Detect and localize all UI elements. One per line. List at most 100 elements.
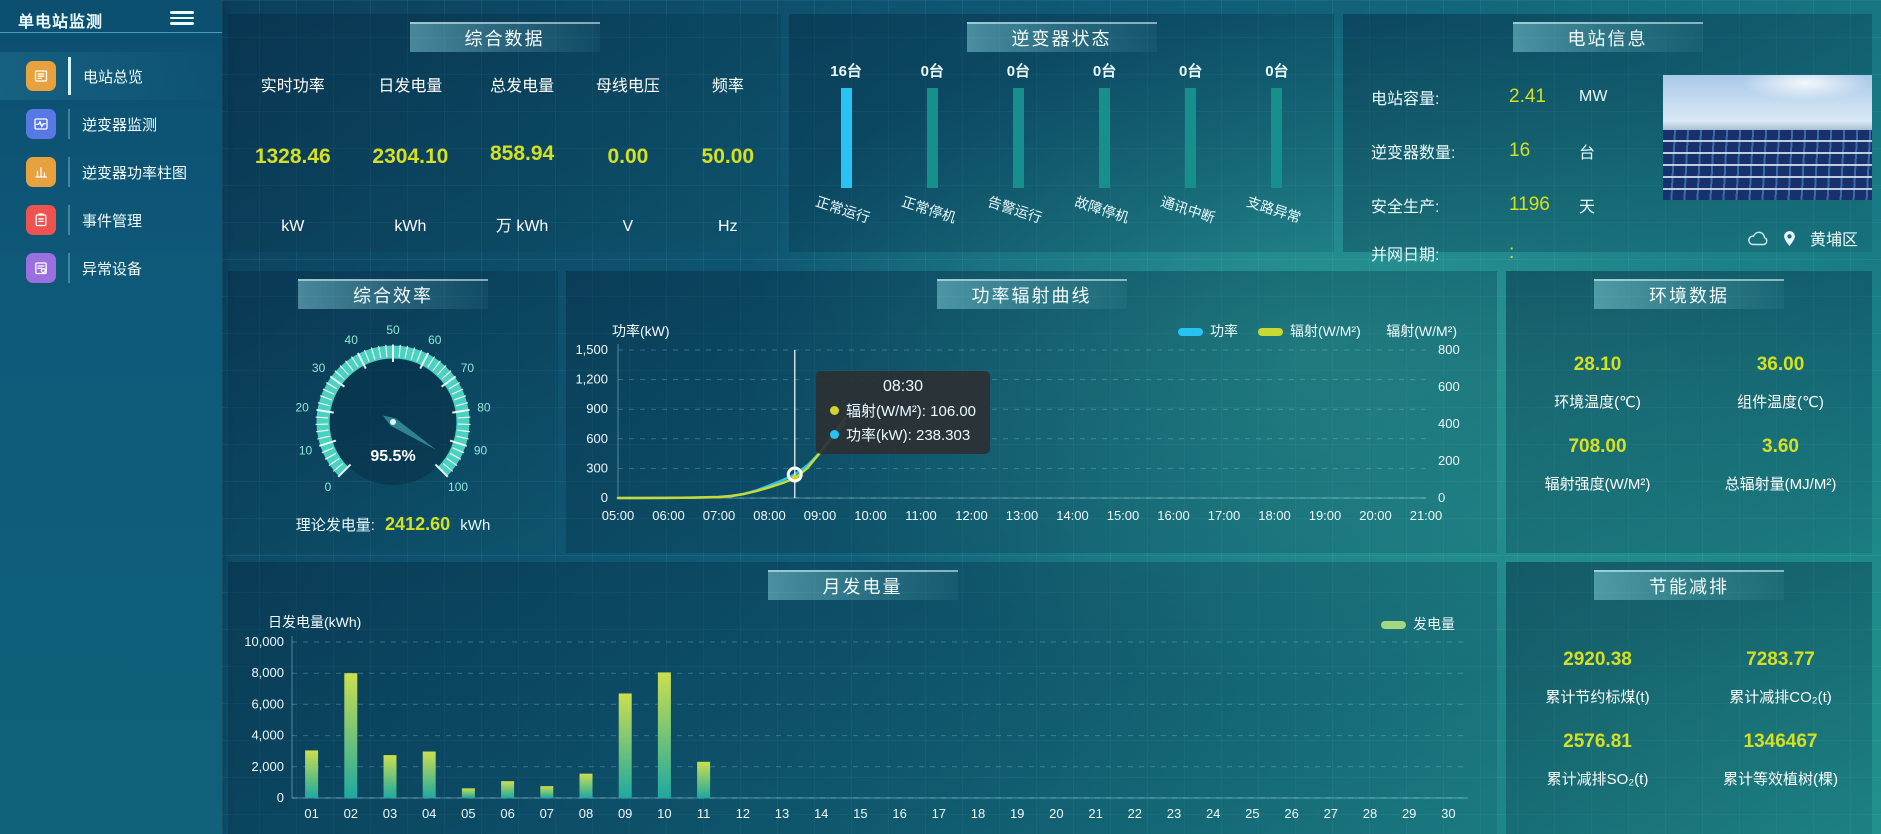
series-功率 (616, 421, 847, 500)
axis-tick-label: 08:00 (753, 508, 786, 523)
metric-unit: 万 kWh (495, 218, 549, 235)
station-info-rows: 电站容量: 2.41 MW 逆变器数量: 16 台安全生产: 1196 天并网日期: : (1371, 70, 1671, 274)
legend-swatch (1258, 328, 1283, 337)
inverter-status-column: 16台 正常运行 (814, 60, 874, 248)
axis-tick-label: 21 (1088, 806, 1102, 821)
axis-tick-label: 06 (500, 806, 514, 821)
sidebar-header: 单电站监测 (0, 0, 222, 33)
legend-swatch (1178, 328, 1203, 337)
summary-metric: 实时功率 1328.46 kW (255, 72, 331, 236)
axis-tick-label: 18:00 (1258, 508, 1291, 523)
sidebar-item-label: 电站总览 (83, 68, 144, 86)
power-radiation-chart[interactable]: 1,500 1,200 900 600 300 0 800 600 400 200 0 05:00 06… (566, 271, 1497, 553)
bar-day-04[interactable] (422, 751, 436, 798)
axis-tick-label: 19:00 (1309, 508, 1342, 523)
inverter-status-bar[interactable] (840, 88, 852, 188)
metric-value: 1328.46 (254, 145, 331, 168)
sidebar-item-3[interactable]: 逆变器功率柱图 (0, 148, 222, 196)
panel-title-summary: 综合数据 (409, 22, 600, 52)
legend-item-辐射(W/M²)[interactable]: 辐射(W/M²) (1258, 321, 1361, 341)
station-info-row: 逆变器数量: 16 台 (1371, 124, 1671, 178)
inverter-status-name: 支路异常 (1244, 193, 1303, 226)
legend-item-功率[interactable]: 功率 (1178, 321, 1238, 341)
bar-day-07[interactable] (540, 786, 554, 798)
metric-label: 累计节约标煤(t) (1545, 689, 1650, 706)
panel-inverter-status: 逆变器状态 16台 正常运行 0台 正常停机 0台 告警运行 0台 故障停机 0台 通讯中断 0台支… (789, 14, 1334, 252)
monthly-energy-chart[interactable]: 10,000 8,000 6,000 4,000 2,000 0 01 02 03 04 05 06 0… (228, 562, 1497, 834)
inverter-status-name: 告警运行 (986, 193, 1045, 226)
station-row-value: : (1509, 242, 1515, 263)
bar-day-09[interactable] (618, 693, 632, 798)
inverter-status-chart[interactable]: 16台 正常运行 0台 正常停机 0台 告警运行 0台 故障停机 0台 通讯中断 0台 支路异常 (803, 60, 1320, 248)
sidebar-item-label: 逆变器功率柱图 (82, 164, 188, 182)
bar-day-05[interactable] (461, 788, 475, 798)
location-pin-icon[interactable] (1783, 230, 1796, 247)
metric-cell: 1346467 累计等效植树(棵) (1689, 730, 1872, 790)
inverter-monitor-icon (26, 109, 56, 139)
inverter-status-bar[interactable] (1271, 88, 1283, 188)
metric-value: 0.00 (607, 145, 649, 168)
inverter-status-bar[interactable] (926, 88, 938, 188)
axis-tick-label: 24 (1206, 806, 1220, 821)
legend-item-发电量[interactable]: 发电量 (1381, 614, 1455, 634)
station-row-value: 1196 (1509, 194, 1550, 215)
bar-day-11[interactable] (697, 761, 711, 798)
axis-tick-label: 600 (586, 431, 608, 446)
metric-label: 频率 (711, 78, 744, 95)
axis-tick-label: 80 (477, 401, 491, 415)
metric-label: 母线电压 (595, 78, 660, 95)
metric-value: 2920.38 (1563, 649, 1632, 670)
station-row-unit: 天 (1579, 199, 1596, 216)
inverter-status-column: 0台 通讯中断 (1159, 60, 1219, 248)
axis-tick-label: 28 (1363, 806, 1377, 821)
panel-title-environment: 环境数据 (1594, 279, 1784, 309)
sidebar-item-5[interactable]: 异常设备 (0, 244, 222, 292)
axis-tick-label: 09 (618, 806, 632, 821)
efficiency-gauge: 0 10 20 30 40 50 60 70 80 90 100 95.5% (295, 323, 491, 494)
abnormal-device-icon (26, 253, 56, 283)
inverter-status-name: 正常停机 (900, 193, 959, 226)
sidebar-item-4[interactable]: 事件管理 (0, 196, 222, 244)
panel-title-power-curve: 功率辐射曲线 (936, 279, 1127, 309)
axis-tick-label: 0 (601, 490, 608, 505)
station-row-unit: MW (1579, 88, 1608, 105)
axis-tick-label: 16:00 (1157, 508, 1190, 523)
legend-label: 辐射(W/M²) (1290, 323, 1361, 339)
axis-tick-label: 15:00 (1107, 508, 1140, 523)
metric-cell: 708.00 辐射强度(W/M²) (1506, 435, 1689, 495)
panel-environment-data: 环境数据 28.10 环境温度(℃) 36.00 组件温度(℃) 708.00 辐射强度(… (1506, 271, 1872, 553)
inverter-status-bar[interactable] (1012, 88, 1024, 188)
bar-day-10[interactable] (657, 672, 671, 798)
bar-day-02[interactable] (344, 673, 358, 798)
metric-unit: kW (281, 218, 305, 235)
axis-tick-label: 30 (312, 361, 326, 375)
bar-day-06[interactable] (501, 781, 515, 798)
legend-label: 发电量 (1413, 616, 1455, 632)
overview-icon (26, 61, 56, 91)
axis-tick-label: 0 (277, 790, 284, 805)
metric-value: 3.60 (1762, 436, 1799, 457)
weather-cloud-icon[interactable] (1747, 230, 1769, 246)
axis-tick-label: 21:00 (1410, 508, 1443, 523)
axis-tick-label: 11 (697, 806, 711, 821)
metric-value: 708.00 (1568, 436, 1627, 457)
station-row-label: 并网日期: (1371, 247, 1440, 264)
summary-metrics: 实时功率 1328.46 kW 日发电量 2304.10 kWh 总发电量 858.94 万 k… (234, 72, 775, 236)
menu-toggle-icon[interactable] (170, 8, 194, 28)
station-district[interactable]: 黄埔区 (1809, 232, 1858, 249)
bar-day-08[interactable] (579, 773, 593, 798)
bar-day-03[interactable] (383, 755, 397, 798)
sidebar-item-1[interactable]: 电站总览 (0, 52, 222, 100)
panel-power-radiation-curve: 功率辐射曲线 功率(kW) 功率 辐射(W/M²) 辐射(W/M²) 1,500 1… (566, 271, 1497, 553)
inverter-status-bar[interactable] (1185, 88, 1197, 188)
legend-swatch (1381, 621, 1406, 630)
inverter-status-bar[interactable] (1099, 88, 1111, 188)
axis-tick-label: 40 (345, 333, 359, 347)
sidebar-item-2[interactable]: 逆变器监测 (0, 100, 222, 148)
panel-station-info: 电站信息 电站容量: 2.41 MW 逆变器数量: 16 台安全生产: 1196 天并网日期:… (1343, 14, 1872, 264)
left-axis-name: 功率(kW) (612, 323, 670, 339)
bar-day-01[interactable] (305, 750, 319, 798)
bar-axis-name: 日发电量(kWh) (268, 614, 362, 630)
axis-tick-label: 07 (540, 806, 554, 821)
menu-item-rail (68, 205, 70, 235)
